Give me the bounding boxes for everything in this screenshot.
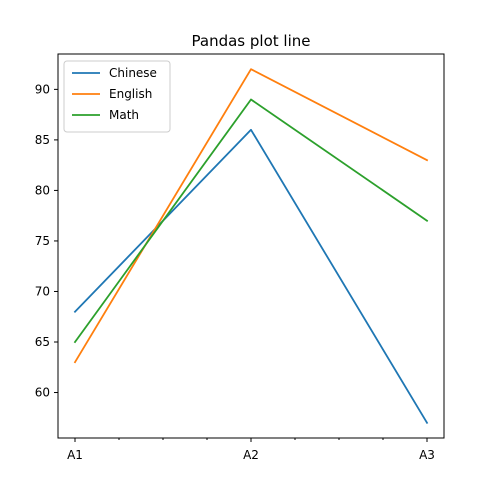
x-tick-label: A1	[67, 448, 83, 462]
legend-label: Chinese	[109, 66, 157, 80]
plot-area	[73, 68, 429, 425]
y-tick-label: 60	[35, 386, 50, 400]
legend: Chinese English Math	[63, 60, 171, 133]
series-line-english	[73, 68, 429, 364]
y-tick-label: 65	[35, 335, 50, 349]
legend-label: English	[109, 87, 152, 101]
x-axis: A1 A2 A3	[67, 438, 435, 462]
y-tick-label: 85	[35, 133, 50, 147]
y-axis: 60 65 70 75 80 85 90	[35, 82, 58, 400]
series-line-math	[73, 98, 429, 344]
legend-label: Math	[109, 108, 139, 122]
x-tick-label: A3	[419, 448, 435, 462]
chart-title: Pandas plot line	[192, 32, 311, 50]
y-tick-label: 90	[35, 82, 50, 96]
y-tick-label: 80	[35, 183, 50, 197]
x-tick-label: A2	[243, 448, 259, 462]
series-line-chinese	[73, 128, 429, 425]
y-tick-label: 75	[35, 234, 50, 248]
y-tick-label: 70	[35, 284, 50, 298]
